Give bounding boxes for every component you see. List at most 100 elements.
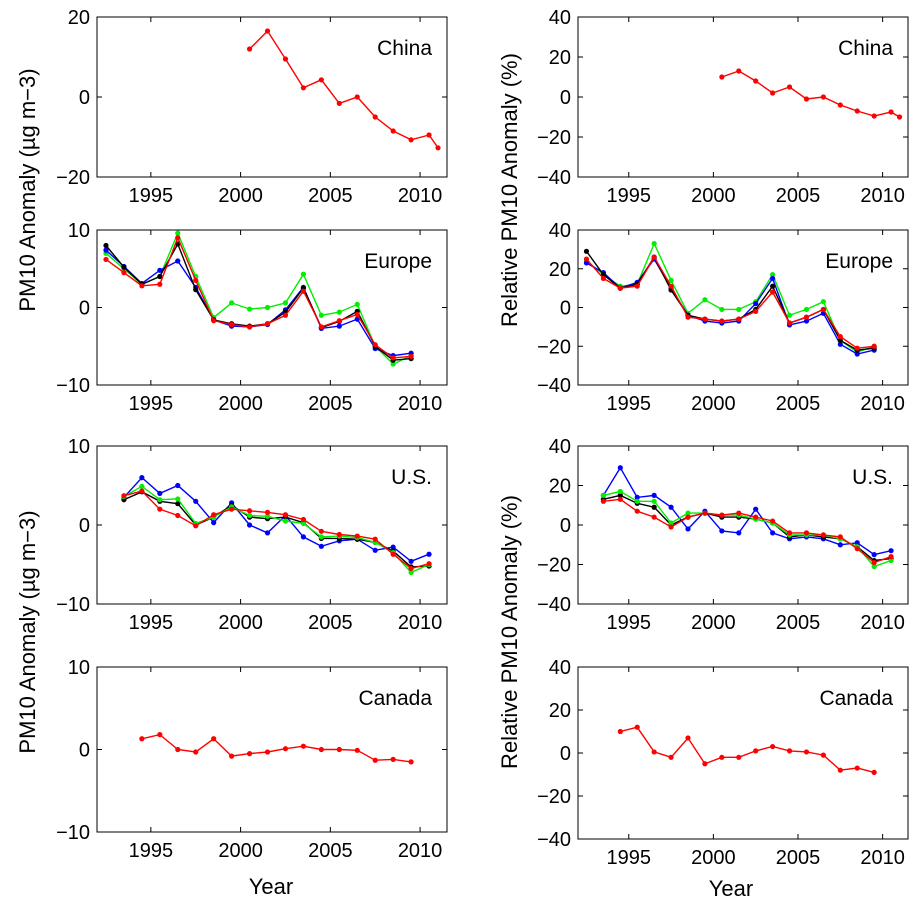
panel-1-right-series-red-point [871, 343, 877, 349]
panel-0-right-ytick-label: 0 [560, 87, 571, 109]
panel-1-right-xtick-label: 2010 [860, 393, 905, 415]
panel-1-left-series-green-point [354, 301, 360, 307]
panel-2-right-xtick-label: 2010 [860, 612, 905, 634]
panel-2-left-series-green-point [318, 534, 324, 540]
panel-1-left-series-red-line [105, 235, 412, 359]
panel-3-left-series-red-point [139, 736, 145, 742]
panel-3-left-xtick-label: 1995 [129, 840, 174, 862]
panel-2-left-ytick-label: 0 [79, 515, 90, 537]
panel-1-right-xtick-label: 2000 [691, 393, 736, 415]
panel-3-left-series-red-point [300, 743, 307, 749]
panel-1-right-ytick-label: 20 [549, 259, 571, 281]
panel-2-right-series-blue-point [871, 552, 877, 558]
panel-2-left-series-red-line [123, 490, 430, 570]
panel-3-left-ytick-label: 0 [79, 740, 90, 762]
panel-3-right-series-red-point [753, 748, 759, 754]
panel-1-left-series-red-point [354, 311, 360, 318]
panel-1-right-series-green-point [668, 277, 674, 283]
panel-3-left-series-red-point [193, 749, 199, 755]
panel-1-right-series-black-point [583, 248, 590, 254]
panel-1-right-series-red-point [820, 306, 826, 313]
panel-1-right-series-red-point [685, 314, 691, 320]
panel-2-left-series-green-point [300, 520, 307, 527]
panel-1-left-series-black-point [103, 242, 109, 249]
panel-3-right: 1995 2000 2005 2010 −40 −20 0 20 40 Canada [537, 657, 909, 869]
panel-3-left-series-red-point [354, 747, 360, 753]
panel-1-left-series-blue-point [336, 323, 342, 329]
panel-2-right-series-blue-point [753, 506, 759, 512]
panel-1-right-region-title: Europe [825, 250, 893, 273]
panel-1-left-series-red-point [121, 270, 127, 276]
panel-2-right-series-red-point [786, 530, 793, 536]
panel-2-right-series-blue-point [651, 492, 657, 498]
panel-1-left-xtick-label: 2000 [218, 393, 263, 415]
panel-2-right: 1995 2000 2005 2010 −40 −20 0 20 40 U.S. [537, 436, 909, 634]
right-y-axis-label-top: Relative PM10 Anomaly (%) [497, 53, 522, 327]
panel-1-left-series-green-point [390, 361, 396, 367]
panel-2-left-ytick-label: 10 [68, 436, 90, 458]
panel-0-right-series-red-point [871, 113, 877, 119]
panel-3-right-series-red-point [837, 767, 843, 773]
panel-1-left-series-red-point [408, 353, 414, 359]
panel-3-right-xtick-label: 2000 [691, 847, 736, 869]
panel-3-right-series-red-point [702, 761, 708, 767]
panel-2-left-series-red-point [426, 561, 432, 567]
panel-0-left-series-red-point [318, 77, 324, 83]
panel-2-left-series-red-point [175, 512, 181, 519]
panel-2-right-series-blue-line [602, 466, 892, 556]
panel-2-right-series-red-point [871, 559, 877, 566]
panel-1-right-series-blue-point [583, 260, 590, 266]
panel-2-left: 1995 2000 2005 2010 −10 0 10 U.S. [56, 436, 448, 634]
panel-3-right-series-red-point [854, 765, 860, 771]
panel-1-left-series-red-point [246, 324, 253, 330]
panel-2-right-series-green-point [600, 492, 606, 498]
panel-1-left-series-red-point [157, 281, 163, 287]
panel-2-left-series-blue-point [300, 534, 307, 540]
panel-2-right-series-green-point [651, 498, 657, 504]
panel-2-left-series-red-point [211, 512, 217, 518]
panel-1-right-ytick-label: 40 [549, 220, 571, 242]
panel-1-left-series-blue-point [175, 258, 181, 264]
panel-3-left-series-red-point [264, 749, 271, 755]
panel-3-left-series-red-point [157, 732, 163, 738]
panel-0-right-series-red-point [803, 96, 810, 102]
panel-2-left-xtick-label: 2010 [398, 612, 443, 634]
panel-3-left-region-title: Canada [358, 687, 432, 710]
panel-1-right-series-blue-point [837, 341, 843, 347]
panel-2-left-series-red-point [282, 512, 289, 518]
panel-1-left-ytick-label: 0 [79, 298, 90, 320]
panel-3-left-ytick-label: 10 [68, 657, 90, 679]
panel-2-right-ytick-label: −20 [537, 555, 571, 577]
panel-2-left-series-blue-point [318, 543, 324, 549]
panel-2-right-series-red-point [770, 518, 776, 524]
panel-2-left-series-black-point [175, 501, 181, 507]
panel-3-left-series-red-point [372, 757, 378, 763]
panel-1-right-series-red-point [583, 256, 590, 262]
panel-0-right-series-red-point [786, 84, 793, 90]
panel-2-left-series-red-point [300, 516, 307, 523]
panel-0-left-xtick-label: 2000 [218, 185, 263, 207]
panel-1-left-xtick-label: 1995 [129, 393, 174, 415]
panel-2-left-series-red-point [139, 488, 145, 494]
panel-1-right-series-red-point [719, 318, 725, 324]
panel-2-right-series-green-point [668, 520, 674, 526]
panel-1-right-series-red-point [651, 254, 657, 260]
panel-0-right-series-red-point [837, 102, 843, 108]
panel-1-left-series-red-point [229, 321, 235, 328]
panel-1-left: 1995 2000 2005 2010 −10 0 10 Europe [56, 220, 448, 415]
panel-1-right-series-green-point [719, 306, 725, 313]
panel-2-left-series-green-point [246, 512, 253, 519]
panel-2-left-series-blue-point [372, 547, 378, 553]
panel-1-right-series-red-point [854, 345, 860, 351]
panel-2-right-series-blue-point [854, 540, 860, 546]
panel-1-right-xtick-label: 2005 [776, 393, 821, 415]
panel-1-right-series-green-point [651, 240, 657, 247]
panel-3-left-ytick-label: −10 [56, 822, 90, 844]
panel-1-left-ytick-label: −10 [56, 375, 90, 397]
panel-3-left-series-red-point [390, 756, 396, 763]
panel-1-left-series-green-point [282, 300, 289, 306]
panel-1-left-series-red-point [336, 318, 342, 324]
panel-0-right-ytick-label: 40 [549, 7, 571, 29]
panel-1-left-series-green-point [336, 309, 342, 315]
panel-1-right-series-red-point [803, 314, 810, 320]
